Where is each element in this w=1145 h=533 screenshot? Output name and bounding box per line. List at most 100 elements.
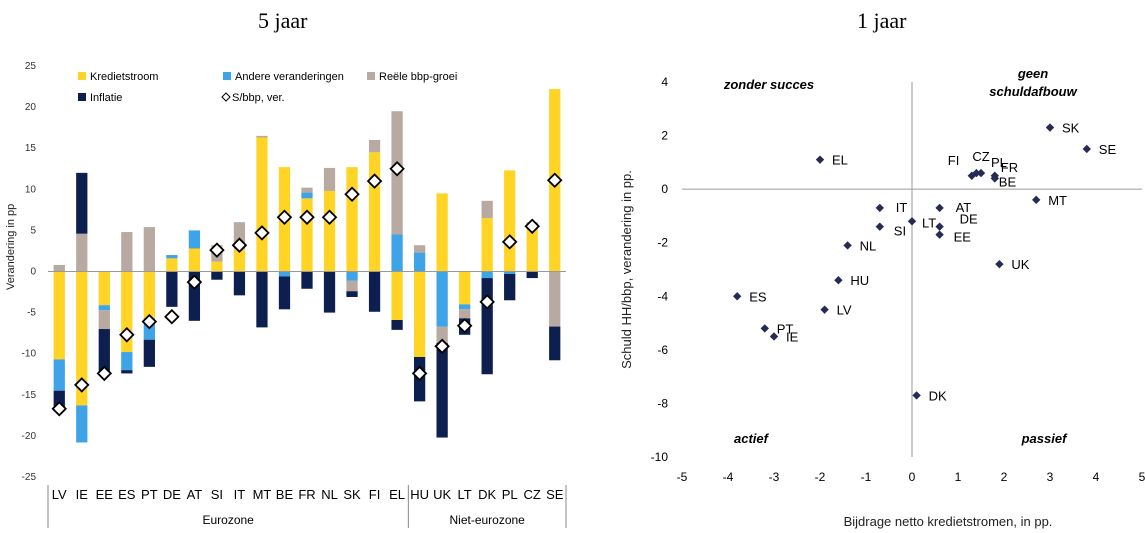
x-tick-label: 4 [1093,470,1100,484]
bar-andere-veranderingen-sk [346,271,358,281]
y-tick-label: -5 [27,308,36,319]
legend-label: Inflatie [90,92,122,104]
point-label-es: ES [749,289,767,304]
quadrant-label-top-right: schuldafbouw [989,84,1077,99]
point-label-cz: CZ [972,149,989,164]
legend-label: Reële bbp-groei [379,71,457,83]
bar-re-le-bbp-groei-es [121,232,133,272]
bar-kredietstroom-si [211,261,223,272]
category-label: LV [52,487,67,502]
point-lv [820,305,829,314]
bar-inflatie-fr [301,271,313,289]
point-es [733,292,742,301]
point-dk [912,391,921,400]
marker-sbbp-pt [141,313,158,330]
point-pt [760,324,769,333]
x-tick-label: 1 [955,470,962,484]
bar-andere-veranderingen-uk [436,271,448,327]
point-label-mt: MT [1048,193,1067,208]
point-lt [907,217,917,226]
legend-label: S/bbp, ver. [232,92,285,104]
y-tick-label: -6 [657,343,668,357]
bar-re-le-bbp-groei-nl [323,167,336,191]
point-label-de: DE [960,212,978,227]
bar-re-le-bbp-groei-pt [143,227,155,272]
quadrant-label-bottom-left: actief [734,431,770,446]
category-label: DK [478,487,496,502]
category-label: LT [458,487,472,502]
bar-kredietstroom-uk [436,193,448,272]
point-label-fr: FR [1001,160,1018,175]
group-label: Niet-eurozone [449,513,525,527]
marker-sbbp-si [209,242,225,258]
point-label-dk: DK [929,388,947,403]
marker-sbbp-se [546,172,563,189]
bar-kredietstroom-hu [413,271,426,357]
y-tick-label: 15 [25,143,37,154]
category-label: CZ [524,487,541,502]
bar-inflatie-el [391,319,403,330]
bar-inflatie-ee [98,329,110,372]
x-tick-label: -3 [769,470,780,484]
marker-sbbp-ie [74,377,90,393]
point-be [990,174,999,183]
bar-re-le-bbp-groei-dk [481,200,493,219]
marker-sbbp-es [119,327,135,343]
point-ee [935,230,944,239]
point-label-hu: HU [850,273,869,288]
x-tick-label: 0 [909,470,916,484]
bar-re-le-bbp-groei-lt [459,309,471,319]
bar-andere-veranderingen-de [166,255,178,259]
category-label: IE [76,487,89,502]
bar-inflatie-de [166,271,178,307]
bar-andere-veranderingen-at [188,230,201,249]
bar-kredietstroom-nl [323,190,336,272]
category-label: EE [96,487,114,502]
bar-inflatie-pt [143,339,155,367]
bar-inflatie-mt [256,271,268,328]
point-si [875,222,884,231]
bar-re-le-bbp-groei-lv [53,264,65,272]
legend-swatch [367,72,375,80]
point-label-sk: SK [1062,121,1080,136]
bar-andere-veranderingen-el [391,234,403,272]
marker-sbbp-be [276,209,293,226]
point-cz [972,168,981,178]
bar-andere-veranderingen-dk [481,271,493,279]
legend-swatch [221,92,231,102]
bar-kredietstroom-ee [98,271,110,306]
bar-inflatie-ie [76,172,88,234]
legend-label: Kredietstroom [90,71,158,83]
category-label: ES [118,487,136,502]
marker-sbbp-fr [299,209,315,226]
category-label: IT [234,487,246,502]
bar-re-le-bbp-groei-sk [346,280,358,292]
x-tick-label: 2 [1001,470,1008,484]
bar-re-le-bbp-groei-ee [98,310,110,330]
y-tick-label: 10 [25,184,37,195]
x-tick-label: 5 [1139,470,1145,484]
category-label: SK [343,487,361,502]
bar-andere-veranderingen-hu [413,252,426,272]
x-tick-label: -2 [815,470,826,484]
point-label-lt: LT [922,215,936,230]
bar-andere-veranderingen-lt [459,304,471,310]
category-label: FR [298,487,315,502]
point-pl [976,168,986,178]
y-tick-label: -10 [22,349,37,360]
y-tick-label: 4 [661,75,668,89]
bar-re-le-bbp-groei-it [233,222,246,250]
marker-sbbp-el [389,160,405,177]
category-label: HU [410,487,429,502]
bar-kredietstroom-pl [504,170,516,272]
bar-inflatie-fi [368,271,381,312]
bar-re-le-bbp-groei-hu [413,245,426,253]
category-label: PL [502,487,518,502]
bar-inflatie-pl [504,273,516,301]
marker-sbbp-at [186,274,203,290]
y-tick-label: 0 [661,182,668,196]
bar-kredietstroom-es [121,271,133,353]
bar-andere-veranderingen-be [278,271,291,277]
bar-re-le-bbp-groei-uk [436,326,448,344]
